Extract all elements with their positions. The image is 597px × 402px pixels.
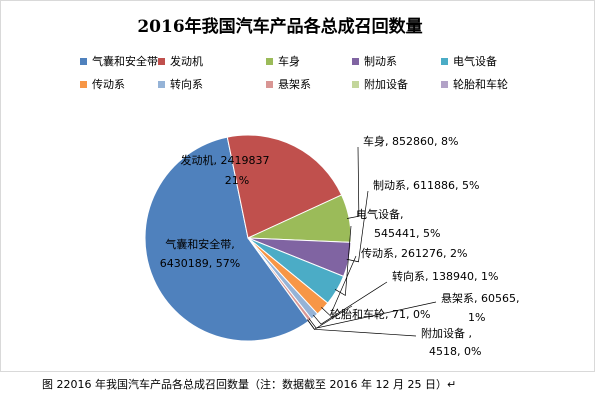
chart-canvas: 2016年我国汽车产品各总成召回数量 气囊和安全带, 6430189, 57% 发动… [137, 16, 519, 358]
legend-item: 轮胎和车轮 [441, 76, 508, 92]
pie-slice [226, 134, 343, 239]
legend-swatch [80, 57, 87, 65]
slice-label: 制动系, 611886, 5% [373, 179, 479, 192]
legend-item: 悬架系 [266, 76, 311, 92]
legend-swatch [352, 57, 359, 65]
figure-caption: 图 22016 年我国汽车产品各总成召回数量（注：数据截至 2016 年 12 … [42, 378, 457, 391]
legend-item: 附加设备 [352, 76, 408, 92]
legend-item: 转向系 [158, 76, 203, 92]
slice-label: 6430189, 57% [160, 257, 240, 270]
legend-swatch [441, 80, 448, 88]
slice-label: 车身, 852860, 8% [363, 134, 458, 148]
legend-swatch [441, 57, 448, 65]
legend-label: 转向系 [170, 78, 203, 91]
legend-label: 附加设备 [364, 78, 408, 91]
legend-swatch [158, 57, 165, 65]
pie-slice [144, 136, 310, 342]
legend-label: 电气设备 [453, 55, 497, 68]
chart-title: 2016年我国汽车产品各总成召回数量 [137, 16, 422, 37]
slice-label: 4518, 0% [429, 345, 481, 358]
legend-swatch [352, 80, 359, 88]
legend-label: 车身 [278, 55, 300, 68]
leader-line [313, 281, 388, 325]
legend-swatch [266, 57, 273, 65]
slice-label: 转向系, 138940, 1% [392, 269, 498, 283]
legend-item: 传动系 [80, 76, 125, 92]
legend-label: 发动机 [170, 55, 203, 68]
legend-item: 制动系 [352, 53, 397, 69]
legend-label: 悬架系 [278, 78, 311, 91]
slice-label: 附加设备 , [421, 326, 472, 340]
legend-swatch [80, 80, 87, 88]
legend-item: 电气设备 [441, 53, 497, 69]
slice-label: 气囊和安全带, [165, 237, 235, 251]
slice-label: 电气设备, [356, 207, 404, 221]
leader-line [307, 305, 353, 330]
legend-label: 气囊和安全带 [92, 55, 158, 68]
slice-label: 悬架系, 60565, [441, 292, 519, 305]
leader-line [347, 146, 360, 219]
slice-label: 545441, 5% [374, 227, 440, 240]
legend-swatch [158, 80, 165, 88]
leader-line [346, 190, 369, 263]
legend-item: 发动机 [158, 53, 203, 69]
legend-item: 车身 [266, 53, 300, 69]
legend-item: 气囊和安全带 [80, 53, 158, 69]
slice-label: 传动系, 261276, 2% [361, 247, 467, 260]
legend-label: 制动系 [364, 55, 397, 68]
legend-swatch [266, 80, 273, 88]
leader-line [334, 225, 352, 297]
slice-label: 轮胎和车轮, 71, 0% [330, 307, 430, 321]
slice-label: 1% [468, 311, 485, 324]
legend-label: 传动系 [92, 78, 125, 91]
slice-label: 发动机, 2419837 [181, 153, 270, 167]
legend-label: 轮胎和车轮 [453, 78, 508, 91]
leader-line [321, 255, 357, 317]
slice-label: 21% [225, 174, 249, 187]
